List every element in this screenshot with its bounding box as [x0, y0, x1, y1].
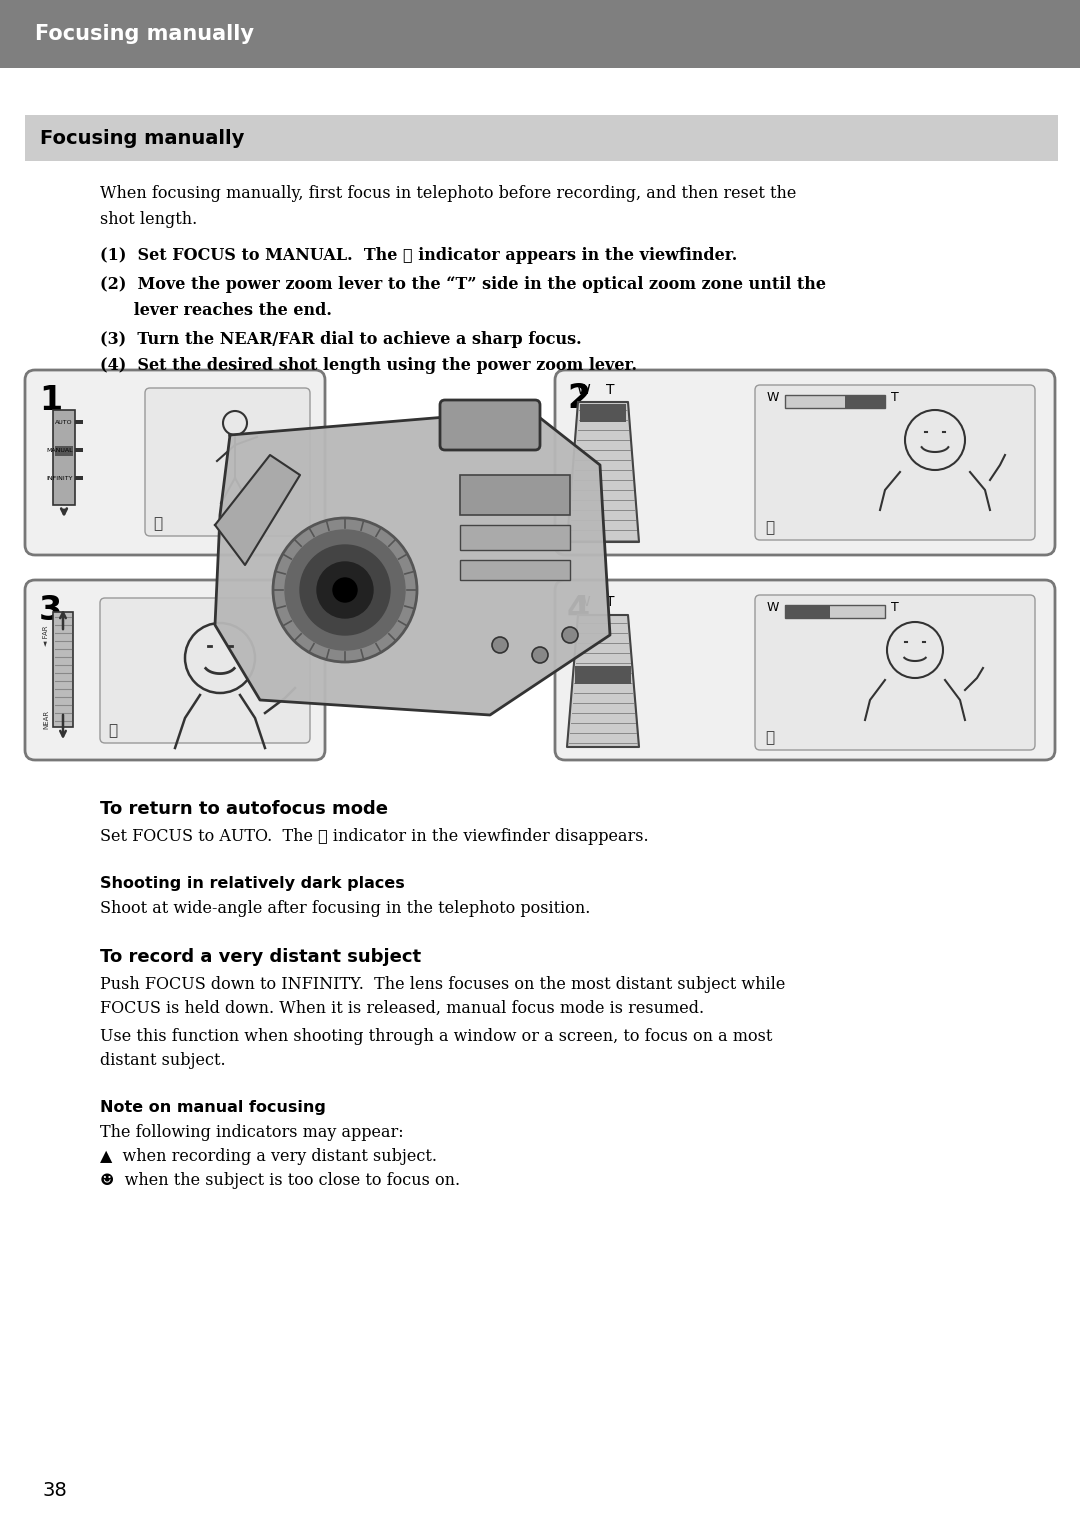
Bar	[580, 405, 626, 422]
Text: (1)  Set FOCUS to MANUAL.  The Ⓕ indicator appears in the viewfinder.: (1) Set FOCUS to MANUAL. The Ⓕ indicator…	[100, 247, 738, 264]
Polygon shape	[567, 402, 639, 543]
Text: Ⓕ: Ⓕ	[153, 517, 162, 532]
Text: MANUAL: MANUAL	[46, 448, 73, 452]
Text: Push FOCUS down to INFINITY.  The lens focuses on the most distant subject while: Push FOCUS down to INFINITY. The lens fo…	[100, 977, 785, 993]
Bar	[53, 612, 73, 727]
FancyBboxPatch shape	[755, 385, 1035, 540]
FancyBboxPatch shape	[145, 388, 310, 537]
Text: Focusing manually: Focusing manually	[35, 25, 254, 44]
Bar	[53, 409, 75, 504]
Bar	[785, 606, 831, 618]
Text: 2: 2	[567, 382, 590, 415]
Bar	[75, 420, 83, 425]
Text: W: W	[767, 601, 780, 615]
Text: 38: 38	[42, 1481, 67, 1499]
Text: (3)  Turn the NEAR/FAR dial to achieve a sharp focus.: (3) Turn the NEAR/FAR dial to achieve a …	[100, 331, 582, 348]
FancyBboxPatch shape	[25, 369, 325, 555]
Text: To record a very distant subject: To record a very distant subject	[100, 947, 421, 966]
Circle shape	[562, 627, 578, 642]
FancyBboxPatch shape	[100, 598, 310, 744]
Bar	[845, 396, 885, 408]
Text: FOCUS is held down. When it is released, manual focus mode is resumed.: FOCUS is held down. When it is released,…	[100, 1000, 704, 1016]
Text: Ⓕ: Ⓕ	[765, 731, 774, 745]
Circle shape	[318, 563, 373, 618]
Text: Set FOCUS to AUTO.  The Ⓕ indicator in the viewfinder disappears.: Set FOCUS to AUTO. The Ⓕ indicator in th…	[100, 828, 649, 845]
Text: 3: 3	[39, 593, 63, 627]
Text: ▲  when recording a very distant subject.: ▲ when recording a very distant subject.	[100, 1148, 437, 1165]
Text: shot length.: shot length.	[100, 212, 198, 228]
Bar	[460, 524, 570, 550]
Circle shape	[532, 647, 548, 662]
Text: distant subject.: distant subject.	[100, 1052, 226, 1069]
Text: Ⓕ: Ⓕ	[108, 724, 117, 739]
Text: ☻  when the subject is too close to focus on.: ☻ when the subject is too close to focus…	[100, 1173, 460, 1190]
Bar	[55, 446, 73, 455]
Bar	[25, 115, 1058, 161]
Text: When focusing manually, first focus in telephoto before recording, and then rese: When focusing manually, first focus in t…	[100, 185, 796, 202]
Text: 1: 1	[39, 383, 63, 417]
Circle shape	[285, 530, 405, 650]
FancyBboxPatch shape	[555, 579, 1055, 760]
Bar	[75, 448, 83, 452]
Text: (4)  Set the desired shot length using the power zoom lever.: (4) Set the desired shot length using th…	[100, 357, 637, 374]
Text: 4: 4	[567, 593, 590, 627]
Bar	[0, 0, 1080, 67]
Bar	[785, 606, 885, 618]
Polygon shape	[215, 409, 610, 714]
FancyBboxPatch shape	[440, 400, 540, 451]
Text: (2)  Move the power zoom lever to the “T” side in the optical zoom zone until th: (2) Move the power zoom lever to the “T”…	[100, 276, 826, 293]
Text: Focusing manually: Focusing manually	[40, 129, 244, 147]
Text: NEAR: NEAR	[43, 710, 49, 730]
Text: W: W	[767, 391, 780, 405]
Text: The following indicators may appear:: The following indicators may appear:	[100, 1124, 404, 1141]
Bar	[75, 477, 83, 480]
Polygon shape	[215, 455, 300, 566]
Text: W: W	[576, 595, 590, 609]
Text: To return to autofocus mode: To return to autofocus mode	[100, 800, 388, 819]
Bar	[460, 475, 570, 515]
Text: INFINITY: INFINITY	[46, 475, 73, 480]
Text: ◄ FAR: ◄ FAR	[43, 625, 49, 645]
FancyBboxPatch shape	[25, 579, 325, 760]
Text: Shooting in relatively dark places: Shooting in relatively dark places	[100, 875, 405, 891]
Circle shape	[300, 546, 390, 635]
Circle shape	[273, 518, 417, 662]
Text: Note on manual focusing: Note on manual focusing	[100, 1101, 326, 1114]
Text: Shoot at wide-angle after focusing in the telephoto position.: Shoot at wide-angle after focusing in th…	[100, 900, 591, 917]
Text: T: T	[606, 383, 615, 397]
Text: T: T	[891, 601, 899, 615]
Circle shape	[333, 578, 357, 602]
FancyBboxPatch shape	[555, 369, 1055, 555]
Text: Use this function when shooting through a window or a screen, to focus on a most: Use this function when shooting through …	[100, 1029, 772, 1046]
Text: AUTO: AUTO	[55, 420, 73, 425]
Text: T: T	[891, 391, 899, 405]
Circle shape	[492, 638, 508, 653]
Polygon shape	[567, 615, 639, 747]
Text: T: T	[606, 595, 615, 609]
Bar	[575, 667, 631, 684]
Text: Ⓕ: Ⓕ	[765, 521, 774, 535]
Bar	[460, 560, 570, 579]
FancyBboxPatch shape	[755, 595, 1035, 750]
Bar	[785, 396, 885, 408]
Text: lever reaches the end.: lever reaches the end.	[100, 302, 332, 319]
Text: W: W	[576, 383, 590, 397]
